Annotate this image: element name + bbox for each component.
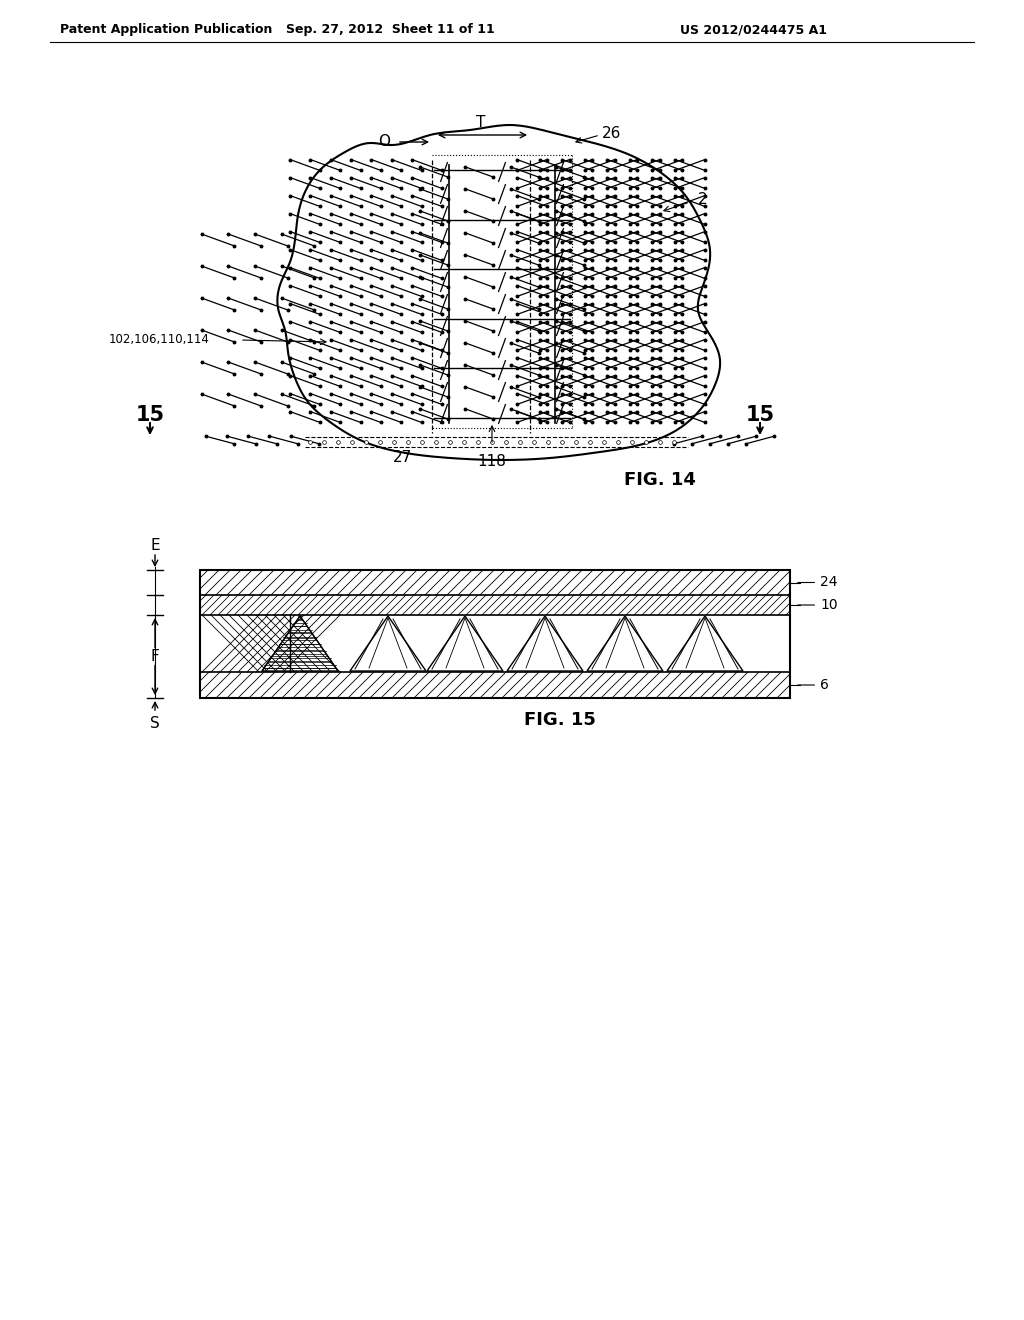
Text: 102,106,110,114: 102,106,110,114: [110, 334, 210, 346]
Text: FIG. 14: FIG. 14: [624, 471, 696, 488]
Text: F: F: [151, 649, 160, 664]
Text: T: T: [476, 115, 485, 129]
Text: 24: 24: [798, 576, 838, 590]
Text: 6: 6: [798, 678, 828, 692]
FancyBboxPatch shape: [200, 570, 790, 698]
Text: 2: 2: [698, 193, 708, 207]
Text: O: O: [378, 135, 390, 149]
Polygon shape: [278, 125, 720, 459]
Text: 27: 27: [392, 450, 412, 466]
Text: 15: 15: [135, 405, 165, 425]
Text: 10: 10: [798, 598, 838, 612]
Text: S: S: [151, 715, 160, 730]
Text: Sep. 27, 2012  Sheet 11 of 11: Sep. 27, 2012 Sheet 11 of 11: [286, 24, 495, 37]
Text: 26: 26: [602, 125, 622, 140]
Text: 118: 118: [477, 454, 507, 470]
Text: E: E: [151, 539, 160, 553]
Text: US 2012/0244475 A1: US 2012/0244475 A1: [680, 24, 827, 37]
Text: Patent Application Publication: Patent Application Publication: [60, 24, 272, 37]
Text: FIG. 15: FIG. 15: [524, 711, 596, 729]
Text: 15: 15: [745, 405, 774, 425]
